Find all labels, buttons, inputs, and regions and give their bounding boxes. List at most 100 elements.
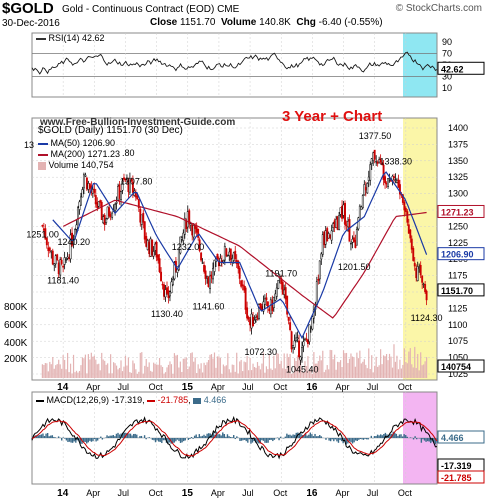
candle-body <box>145 236 148 247</box>
macd-hist-bar <box>161 438 163 444</box>
candle-body <box>364 187 367 191</box>
macd-hist-bar <box>92 438 94 442</box>
candle-body <box>290 331 293 350</box>
candle-body <box>287 316 290 321</box>
candle-body <box>177 249 180 271</box>
macd-hist-bar <box>225 436 227 438</box>
volume-bar <box>75 370 78 378</box>
volume-bar <box>227 353 229 378</box>
volume-bar <box>394 361 397 378</box>
time-label: Apr <box>336 382 350 392</box>
candle-body <box>354 239 357 248</box>
volume-bar <box>130 372 132 378</box>
macd-hist-bar <box>128 433 130 438</box>
macd-hist-bar <box>298 433 301 438</box>
volume-bar <box>74 372 76 378</box>
rsi-label: RSI(14) 42.62 <box>48 33 105 43</box>
candle-body <box>123 177 125 180</box>
candle-body <box>140 214 143 225</box>
volume-bar <box>148 362 150 378</box>
candle-body <box>275 287 278 297</box>
candle-body <box>425 290 428 301</box>
macd-hist-bar <box>247 438 249 443</box>
macd-hist-bar <box>123 432 125 438</box>
candle-body <box>381 162 384 165</box>
candle-body <box>108 207 111 217</box>
volume-bar <box>202 372 204 378</box>
macd-hist-bar <box>270 438 272 440</box>
volume-bar <box>236 352 238 378</box>
volume-bar <box>185 357 187 378</box>
price-annotation: 1045.40 <box>286 365 319 375</box>
macd-signal-line <box>31 420 438 457</box>
volume-bar <box>375 356 377 378</box>
candle-body <box>164 289 167 298</box>
macd-hist-bar <box>203 434 205 438</box>
macd-hist-bar <box>287 434 290 438</box>
macd-hist-bar <box>279 436 282 438</box>
volume-bar <box>388 353 391 378</box>
macd-hist-bar <box>101 438 104 440</box>
ma200-label: MA(200) 1271.23 <box>50 149 121 159</box>
volume-bar <box>203 362 205 378</box>
close-value: 1151.70 <box>180 17 216 28</box>
candle-body <box>361 195 364 209</box>
candle-body <box>155 241 158 258</box>
macd-hist-bar <box>401 436 404 438</box>
change-label: Chg <box>296 17 316 28</box>
macd-hist-bar <box>218 434 221 438</box>
macd-hist-bar <box>53 436 55 438</box>
price-annotation: 1232.00 <box>172 242 205 252</box>
volume-bar <box>417 353 419 378</box>
volume-bar <box>341 367 343 378</box>
candle-body <box>186 211 189 228</box>
volume-bar <box>289 354 291 378</box>
macd-value: -17.319 <box>111 395 143 405</box>
time-label: Oct <box>149 382 164 392</box>
macd-hist-bar <box>370 435 373 438</box>
volume-bar <box>124 355 127 378</box>
price-tick-label: 1375 <box>448 139 468 149</box>
candle-body <box>232 252 235 261</box>
volume-bar <box>77 372 79 378</box>
volume-bar <box>132 360 134 378</box>
volume-bar <box>169 361 171 378</box>
volume-bar <box>80 365 82 378</box>
candle-body <box>299 356 302 361</box>
volume-bar <box>242 371 244 378</box>
volume-bar <box>360 363 362 378</box>
macd-hist-bar <box>79 438 82 444</box>
time-label: Jul <box>367 382 379 392</box>
macd-hist-bar <box>187 438 190 440</box>
candle-body <box>166 287 168 294</box>
candle-body <box>195 226 198 233</box>
volume-bar <box>110 354 112 378</box>
macd-hist-bar <box>384 432 387 438</box>
candle-body <box>326 228 329 242</box>
candle-body <box>315 281 318 306</box>
candle-body <box>249 319 252 326</box>
macd-hist-bar <box>250 438 252 444</box>
volume-bar <box>357 358 359 378</box>
macd-hist-bar <box>317 436 319 438</box>
macd-hist-bar <box>331 438 333 440</box>
macd-legend: MACD(12,26,9) -17.319, -21.785, 4.466 <box>36 395 226 405</box>
volume-bar <box>190 353 192 378</box>
macd-hist-bar <box>106 435 108 438</box>
macd-hist-bar <box>314 433 316 438</box>
volume-bar <box>274 368 276 378</box>
price-badge-box <box>437 247 485 261</box>
macd-hist-bar <box>303 434 305 438</box>
volume-bar <box>368 348 370 378</box>
candle-body <box>60 259 63 264</box>
macd-hist-bar <box>337 438 340 443</box>
candle-body <box>342 204 345 216</box>
price-tick-label: 1025 <box>448 369 468 379</box>
time-label-bottom: Oct <box>398 488 413 498</box>
volume-bar <box>108 373 110 378</box>
macd-hist-bar <box>50 435 52 438</box>
macd-hist-bar <box>334 438 337 440</box>
volume-bar <box>68 372 70 378</box>
volume-bar <box>156 364 158 378</box>
macd-hist-bar <box>345 438 348 445</box>
